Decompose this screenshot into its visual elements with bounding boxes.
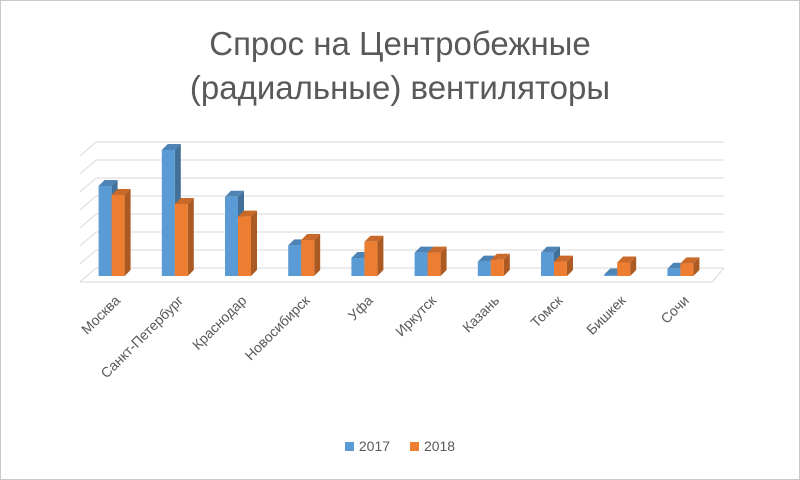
bar-front [238, 216, 251, 276]
x-tick-label: Москва [78, 292, 123, 337]
bar-2018-8 [554, 255, 573, 276]
x-tick-label: Иркутск [392, 292, 440, 340]
gridline-side [79, 267, 97, 283]
bar-top [364, 235, 384, 242]
bar-top [98, 180, 118, 186]
chart-title-line-1: Спрос на Центробежные [209, 25, 591, 62]
gridline-side [79, 231, 97, 247]
bar-front [490, 259, 504, 276]
bar-2018-7 [490, 253, 510, 276]
bar-top [301, 234, 321, 240]
chart-title-line-2: (радиальные) вентиляторы [189, 69, 611, 106]
bar-front [680, 263, 694, 276]
gridline-side [79, 195, 97, 211]
bar-side [251, 210, 257, 276]
bar-front [301, 240, 315, 276]
x-tick-label: Бишкек [583, 292, 629, 338]
bar-top [427, 246, 447, 253]
legend-item-2018: 2018 [409, 438, 456, 454]
bar-top [490, 253, 510, 260]
bar-2018-5 [364, 235, 384, 276]
legend-label-2017: 2017 [358, 438, 391, 454]
x-tick-label: Новосибирск [242, 292, 314, 364]
bar-top [414, 246, 434, 253]
bar-2018-9 [617, 256, 637, 276]
bar-top [554, 255, 573, 262]
bar-front [667, 268, 681, 276]
x-tick-label: Сочи [657, 292, 691, 326]
bar-front [541, 252, 554, 276]
bar-top [680, 257, 700, 264]
bar-front [477, 261, 491, 276]
bar-2018-4 [301, 234, 321, 276]
bar-side [377, 235, 384, 276]
bar-side [503, 253, 510, 276]
bar-top [617, 256, 637, 263]
bar-front [427, 252, 441, 276]
bar-top [225, 190, 244, 197]
bar-front [414, 252, 428, 276]
bar-2018-1 [111, 189, 131, 276]
gridline-side [79, 141, 97, 157]
bar-top [238, 210, 257, 217]
legend-label-2018: 2018 [423, 438, 456, 454]
bar-top [161, 144, 181, 150]
bar-side [187, 198, 194, 276]
legend-swatch-2017 [344, 442, 354, 451]
floor-edge-right [711, 267, 725, 283]
bar-front [351, 258, 365, 276]
x-tick-label: Казань [459, 292, 502, 335]
bar-front [364, 241, 378, 276]
gridline-side [79, 249, 97, 265]
bar-front [111, 195, 125, 276]
legend: 2017 2018 [0, 438, 800, 454]
bar-front [161, 150, 175, 276]
bar-side [124, 189, 131, 276]
bar-front [288, 245, 302, 276]
bar-side [314, 234, 321, 276]
bars [98, 144, 700, 276]
bar-side [567, 255, 573, 276]
gridline-side [79, 159, 97, 175]
legend-item-2017: 2017 [344, 438, 391, 454]
chart-title: Спрос на Центробежные (радиальные) венти… [0, 22, 800, 110]
x-tick-label: Краснодар [189, 292, 250, 353]
bar-side [630, 256, 637, 276]
bar-front [617, 262, 631, 276]
bar-2018-3 [238, 210, 257, 276]
bar-side [693, 257, 700, 276]
bar-front [554, 261, 567, 276]
bar-2018-10 [680, 257, 700, 276]
gridline-side [79, 213, 97, 229]
bar-top [174, 198, 194, 204]
bar-front [225, 196, 238, 276]
x-tick-label: Томск [527, 292, 566, 331]
bar-top [111, 189, 131, 195]
legend-swatch-2018 [409, 442, 419, 451]
x-tick-label: Уфа [345, 292, 376, 323]
bar-front [174, 204, 188, 276]
bar-front [98, 186, 112, 276]
gridline-side [79, 177, 97, 193]
bar-2018-2 [174, 198, 194, 276]
bar-top [541, 246, 560, 253]
bar-2018-6 [427, 246, 447, 276]
bar-side [440, 246, 447, 276]
bar-front [604, 274, 618, 276]
